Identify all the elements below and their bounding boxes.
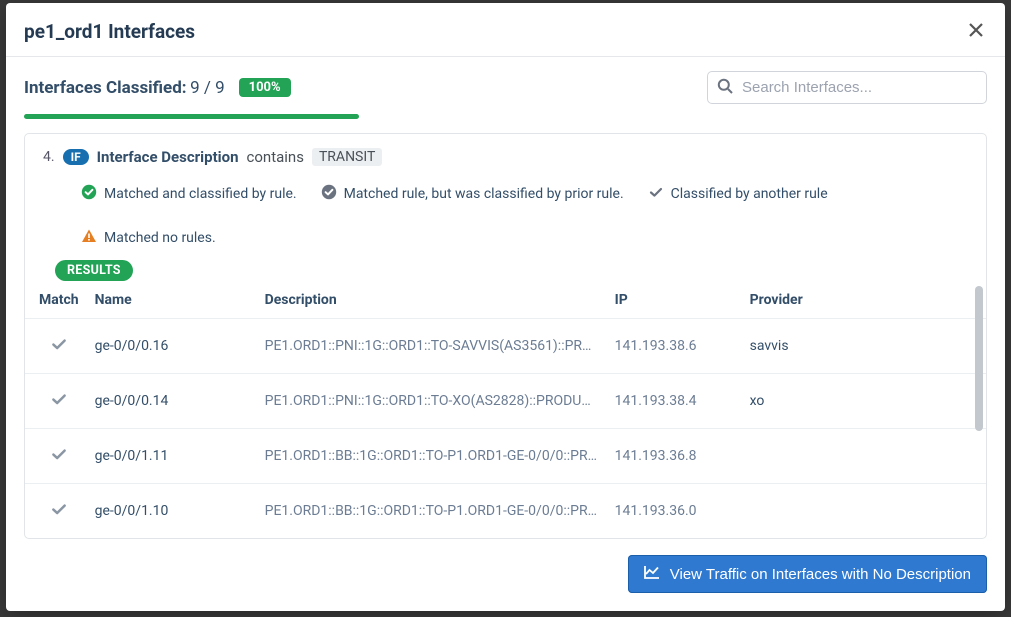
description-cell: PE1.ORD1::PNI::1G::ORD1::TO-XO(AS2828)::… — [257, 374, 607, 429]
table-row[interactable]: ge-0/0/0.14PE1.ORD1::PNI::1G::ORD1::TO-X… — [25, 374, 986, 429]
classified-label-text: Interfaces Classified: — [24, 78, 187, 98]
legend-text: Classified by another rule — [671, 186, 828, 202]
interfaces-table: Match Name Description IP Provider ge-0/… — [25, 286, 986, 538]
results-panel: 4. IF Interface Description contains TRA… — [24, 133, 987, 539]
ip-cell: 141.193.36.8 — [607, 429, 742, 484]
ip-cell: 141.193.36.0 — [607, 484, 742, 539]
subheader: Interfaces Classified: 9 / 9 100% — [6, 57, 1005, 110]
description-cell: PE1.ORD1::BB::1G::ORD1::TO-P1.ORD1-GE-0/… — [257, 429, 607, 484]
match-cell — [25, 374, 87, 429]
col-header-ip: IP — [607, 286, 742, 319]
legend-matched-none: Matched no rules. — [81, 228, 216, 248]
check-icon — [648, 184, 664, 204]
check-circle-gray-icon — [321, 184, 337, 204]
rule-number: 4. — [43, 149, 55, 165]
modal-footer: View Traffic on Interfaces with No Descr… — [6, 539, 1005, 611]
search-input[interactable] — [707, 71, 987, 104]
check-icon — [50, 396, 68, 412]
legend-text: Matched rule, but was classified by prio… — [344, 186, 624, 202]
match-cell — [25, 429, 87, 484]
description-cell: PE1.ORD1::PNI::1G::ORD1::TO-SAVVIS(AS356… — [257, 319, 607, 374]
percent-badge: 100% — [239, 78, 291, 97]
view-traffic-button[interactable]: View Traffic on Interfaces with No Descr… — [628, 555, 987, 593]
rule-field: Interface Description — [97, 148, 239, 166]
progress-bar — [24, 114, 359, 119]
check-icon — [50, 451, 68, 467]
chart-icon — [644, 565, 660, 583]
provider-cell: savvis — [742, 319, 986, 374]
legend-text: Matched and classified by rule. — [104, 186, 297, 202]
provider-cell — [742, 429, 986, 484]
table-row[interactable]: ge-0/0/1.11PE1.ORD1::BB::1G::ORD1::TO-P1… — [25, 429, 986, 484]
rule-value: TRANSIT — [312, 148, 382, 166]
check-icon — [50, 341, 68, 357]
legend-matched-prior: Matched rule, but was classified by prio… — [321, 184, 624, 204]
search-wrapper — [707, 71, 987, 104]
modal-header: pe1_ord1 Interfaces — [6, 3, 1005, 57]
results-badge-wrap: RESULTS — [25, 258, 986, 286]
rule-operator: contains — [247, 148, 304, 166]
if-badge: IF — [63, 149, 89, 165]
description-cell: PE1.ORD1::BB::1G::ORD1::TO-P1.ORD1-GE-0/… — [257, 484, 607, 539]
table-row[interactable]: ge-0/0/0.16PE1.ORD1::PNI::1G::ORD1::TO-S… — [25, 319, 986, 374]
legend-text: Matched no rules. — [104, 230, 216, 246]
name-cell: ge-0/0/1.11 — [87, 429, 257, 484]
check-icon — [50, 506, 68, 522]
check-circle-icon — [81, 184, 97, 204]
match-cell — [25, 484, 87, 539]
provider-cell — [742, 484, 986, 539]
col-header-match: Match — [25, 286, 87, 319]
results-badge: RESULTS — [55, 260, 133, 281]
table-row[interactable]: ge-0/0/1.10PE1.ORD1::BB::1G::ORD1::TO-P1… — [25, 484, 986, 539]
col-header-name: Name — [87, 286, 257, 319]
legend-matched-classified: Matched and classified by rule. — [81, 184, 297, 204]
legend-classified-other: Classified by another rule — [648, 184, 828, 204]
search-icon — [717, 78, 733, 98]
legend: Matched and classified by rule. Matched … — [25, 174, 986, 258]
close-button[interactable] — [965, 17, 987, 46]
close-icon — [969, 23, 983, 37]
match-cell — [25, 319, 87, 374]
classified-label: Interfaces Classified: 9 / 9 — [24, 78, 225, 98]
ip-cell: 141.193.38.4 — [607, 374, 742, 429]
rule-definition: 4. IF Interface Description contains TRA… — [25, 134, 986, 174]
scrollbar[interactable] — [975, 286, 983, 431]
modal-dialog: pe1_ord1 Interfaces Interfaces Classifie… — [6, 3, 1005, 611]
table-wrap: Match Name Description IP Provider ge-0/… — [25, 286, 986, 538]
ip-cell: 141.193.38.6 — [607, 319, 742, 374]
warning-icon — [81, 228, 97, 248]
provider-cell: xo — [742, 374, 986, 429]
name-cell: ge-0/0/1.10 — [87, 484, 257, 539]
name-cell: ge-0/0/0.14 — [87, 374, 257, 429]
classified-summary: Interfaces Classified: 9 / 9 100% — [24, 78, 291, 98]
button-label: View Traffic on Interfaces with No Descr… — [670, 566, 971, 583]
col-header-provider: Provider — [742, 286, 986, 319]
name-cell: ge-0/0/0.16 — [87, 319, 257, 374]
col-header-description: Description — [257, 286, 607, 319]
modal-title: pe1_ord1 Interfaces — [24, 20, 195, 43]
classified-count: 9 / 9 — [190, 78, 225, 98]
